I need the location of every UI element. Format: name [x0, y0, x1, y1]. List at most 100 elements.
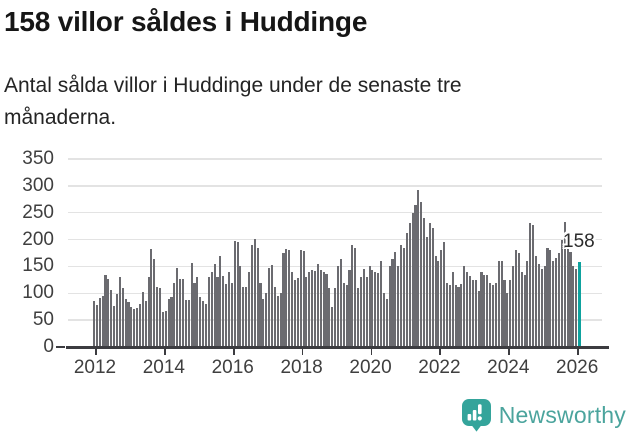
bar — [423, 218, 426, 347]
x-axis-tick-label: 2022 — [418, 357, 461, 378]
bar — [204, 304, 208, 347]
bar — [270, 264, 274, 347]
bar — [397, 266, 400, 347]
bar — [391, 259, 394, 347]
plot-area: 158 — [56, 158, 609, 355]
bar — [113, 306, 116, 347]
y-axis-tick-label: 200 — [22, 228, 54, 250]
bar — [572, 266, 575, 347]
bar — [414, 204, 417, 347]
bar — [181, 279, 185, 347]
bar — [486, 274, 489, 347]
bar — [230, 282, 233, 347]
bar — [322, 271, 325, 347]
bar — [526, 261, 529, 347]
bar — [474, 279, 477, 347]
bar — [405, 233, 408, 347]
bar — [374, 271, 377, 347]
x-axis-tick-label: 2016 — [211, 357, 254, 378]
bar — [339, 259, 342, 347]
bar — [141, 291, 144, 347]
bar — [213, 263, 216, 347]
bar — [247, 271, 251, 347]
bar — [411, 213, 414, 347]
bar — [110, 289, 113, 347]
x-axis-line — [66, 345, 609, 349]
bar — [543, 266, 546, 347]
y-axis-tick-label: 0 — [43, 336, 54, 357]
bar — [431, 227, 434, 347]
x-axis-tick — [577, 348, 579, 355]
y-axis-tick-label: 50 — [32, 309, 54, 331]
bar — [342, 282, 345, 347]
newsworthy-bubble-chart-icon — [461, 399, 491, 432]
bar — [512, 266, 515, 347]
bar — [557, 253, 561, 347]
x-axis-tick — [508, 348, 511, 355]
brand-name: Newsworthy — [498, 402, 626, 428]
bar — [268, 267, 271, 347]
bar — [503, 279, 506, 347]
bar — [210, 272, 213, 347]
bar — [491, 285, 495, 347]
bar — [400, 244, 403, 347]
bar — [529, 223, 532, 347]
bar — [443, 242, 446, 347]
x-axis-tick-label: 2012 — [73, 357, 117, 378]
bar — [279, 293, 282, 347]
y-axis-tick-label: 250 — [22, 201, 54, 223]
bar — [98, 297, 101, 347]
bar — [196, 277, 199, 347]
bar — [466, 271, 469, 347]
bar — [161, 312, 164, 347]
y-axis-zero-tick — [56, 346, 65, 348]
bar — [167, 298, 170, 347]
bar — [460, 283, 463, 347]
bar — [359, 277, 362, 347]
bar — [299, 250, 302, 347]
bar — [408, 223, 411, 347]
bar — [176, 267, 179, 347]
bar — [130, 307, 133, 347]
bar — [124, 298, 127, 347]
bar — [357, 287, 360, 347]
bar — [534, 255, 538, 347]
bar — [483, 274, 486, 347]
bar — [328, 287, 331, 347]
y-axis-tick-label: 300 — [22, 174, 54, 196]
bar — [236, 241, 239, 347]
bar — [520, 271, 523, 347]
bar — [316, 263, 319, 347]
bar — [250, 244, 253, 347]
bar — [313, 270, 317, 347]
bar — [354, 247, 357, 347]
bar — [319, 270, 322, 347]
bar — [153, 259, 156, 347]
bar — [156, 287, 159, 347]
bar — [233, 241, 236, 347]
bar — [262, 298, 265, 347]
bar — [179, 278, 182, 347]
bar — [225, 283, 228, 347]
bar — [173, 282, 176, 347]
grid-line — [68, 211, 602, 214]
x-axis: 2012 2014 2016 2018 2020 2022 2024 2026 — [68, 347, 602, 379]
bar — [138, 303, 141, 347]
bar — [334, 287, 337, 347]
bar — [207, 277, 210, 347]
value-annotation: 158 — [563, 231, 595, 253]
x-axis-tick-label: 2014 — [142, 357, 186, 378]
bar — [402, 247, 406, 347]
bar — [471, 279, 474, 347]
y-axis-tick-label: 350 — [22, 148, 54, 169]
bar — [537, 263, 540, 347]
bar — [121, 287, 124, 347]
bar — [187, 300, 190, 347]
bar — [305, 277, 308, 347]
bar — [560, 239, 563, 347]
grid-line — [68, 158, 602, 160]
bar — [144, 300, 147, 347]
bar — [219, 255, 222, 347]
bar — [265, 293, 268, 347]
